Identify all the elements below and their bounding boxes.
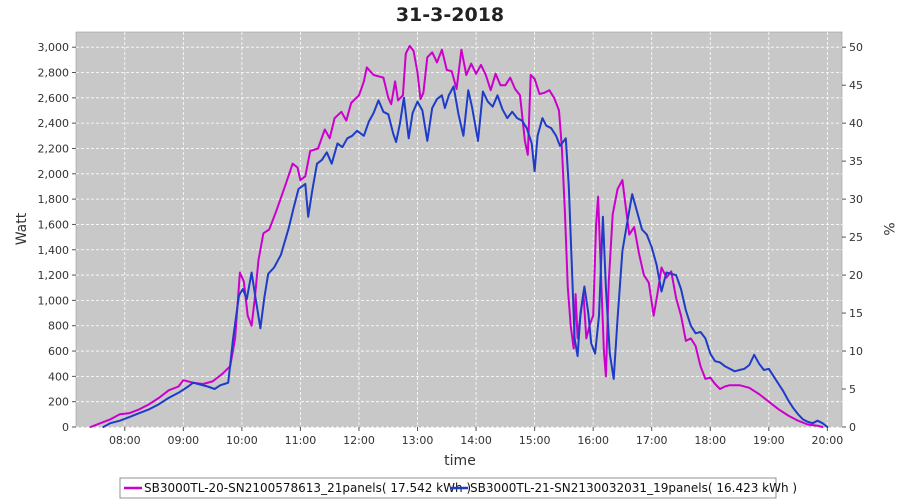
- y-tick-label: 400: [48, 370, 69, 383]
- x-tick-label: 16:00: [577, 434, 609, 447]
- x-tick-label: 11:00: [285, 434, 317, 447]
- series-line-2: [102, 85, 829, 428]
- y2-tick-label: 50: [849, 41, 863, 54]
- legend-box: [119, 477, 777, 499]
- y-tick-label: 200: [48, 396, 69, 409]
- y2-tick-label: 0: [849, 421, 856, 434]
- y2-tick-label: 25: [849, 231, 863, 244]
- x-tick-label: 13:00: [402, 434, 434, 447]
- x-tick-label: 10:00: [226, 434, 258, 447]
- y-tick-label: 1,200: [38, 269, 70, 282]
- y2-tick-label: 35: [849, 155, 863, 168]
- x-tick-label: 14:00: [460, 434, 492, 447]
- y2-axis-ticks: 0 5 10 15 20 25 30 35 40 45 50: [842, 41, 863, 434]
- y-tick-label: 1,400: [38, 244, 70, 257]
- legend-item-series-2: SB3000TL-21-SN2130032031_19panels( 16.42…: [450, 481, 797, 495]
- legend-label-series-1: SB3000TL-20-SN2100578613_21panels( 17.54…: [144, 481, 471, 495]
- series-layer: [89, 44, 829, 428]
- y-axis-label: Watt: [14, 212, 30, 245]
- y-tick-label: 1,600: [38, 218, 70, 231]
- x-tick-label: 19:00: [753, 434, 785, 447]
- y-tick-label: 2,000: [38, 168, 70, 181]
- y-tick-label: 2,400: [38, 117, 70, 130]
- x-tick-label: 12:00: [343, 434, 375, 447]
- y-tick-label: 0: [62, 421, 69, 434]
- y2-tick-label: 10: [849, 345, 863, 358]
- y-tick-label: 800: [48, 320, 69, 333]
- y-tick-label: 2,200: [38, 142, 70, 155]
- y2-tick-label: 30: [849, 193, 863, 206]
- x-tick-label: 20:00: [812, 434, 844, 447]
- y-tick-label: 3,000: [38, 41, 70, 54]
- y-tick-label: 600: [48, 345, 69, 358]
- y-tick-label: 1,800: [38, 193, 70, 206]
- x-tick-label: 15:00: [519, 434, 551, 447]
- x-tick-label: 08:00: [109, 434, 141, 447]
- y2-tick-label: 40: [849, 117, 863, 130]
- x-tick-label: 18:00: [694, 434, 726, 447]
- y-tick-label: 2,600: [38, 92, 70, 105]
- y2-tick-label: 5: [849, 383, 856, 396]
- series-line-1: [89, 44, 824, 428]
- y2-tick-label: 20: [849, 269, 863, 282]
- x-tick-label: 09:00: [167, 434, 199, 447]
- x-tick-label: 17:00: [636, 434, 668, 447]
- legend-item-series-1: SB3000TL-20-SN2100578613_21panels( 17.54…: [124, 481, 471, 495]
- y-tick-label: 1,000: [38, 294, 70, 307]
- y2-tick-label: 45: [849, 79, 863, 92]
- x-axis-label: time: [444, 453, 476, 469]
- y2-axis-label: %: [880, 222, 896, 235]
- legend-label-series-2: SB3000TL-21-SN2130032031_19panels( 16.42…: [470, 481, 797, 495]
- y-axis-ticks: 0 200 400 600 800 1,000 1,200 1,400 1,600 1,800 2,…: [38, 41, 76, 434]
- grid-lines: [76, 32, 842, 428]
- chart-title: 31-3-2018: [396, 4, 504, 26]
- x-axis-ticks: 08:00 09:00 10:00 11:00 12:00 13:00 14:00 15:00…: [109, 427, 843, 447]
- y-tick-label: 2,800: [38, 67, 70, 80]
- y2-tick-label: 15: [849, 307, 863, 320]
